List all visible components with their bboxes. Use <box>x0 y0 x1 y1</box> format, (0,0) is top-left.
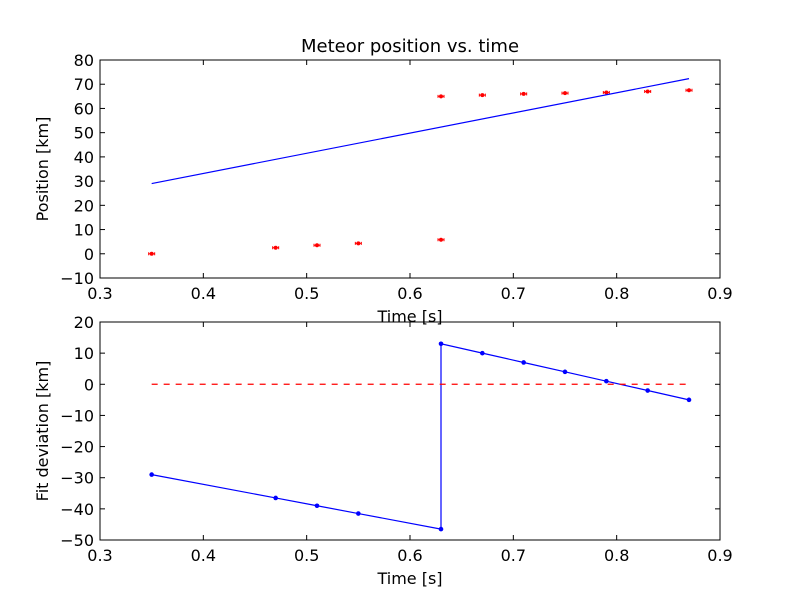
position-marker <box>439 237 443 242</box>
top-x-tick-label: 0.9 <box>707 284 732 303</box>
position-marker <box>480 93 485 98</box>
bottom-plot-area <box>149 341 692 532</box>
bottom-y-tick-label: −30 <box>60 469 94 488</box>
bottom-x-tick-label: 0.4 <box>191 546 216 565</box>
top-x-tick-label: 0.4 <box>191 284 216 303</box>
position-marker <box>149 251 154 256</box>
position-point <box>148 251 156 256</box>
deviation-point <box>356 511 361 516</box>
bottom-x-tick-label: 0.9 <box>707 546 732 565</box>
top-y-tick-label: 20 <box>74 196 94 215</box>
bottom-x-tick-label: 0.6 <box>397 546 422 565</box>
bottom-x-tick-label: 0.3 <box>87 546 112 565</box>
top-x-tick-label: 0.3 <box>87 284 112 303</box>
position-point <box>520 91 528 96</box>
top-x-tick-label: 0.7 <box>501 284 526 303</box>
deviation-line <box>151 343 690 530</box>
bottom-y-tick-label: −40 <box>60 500 94 519</box>
top-y-axis-label: Position [km] <box>33 117 52 222</box>
deviation-point <box>438 341 444 347</box>
bottom-y-axis-label: Fit deviation [km] <box>33 361 52 502</box>
position-marker <box>521 91 526 96</box>
deviation-point <box>438 526 444 532</box>
top-y-tick-label: 80 <box>74 51 94 70</box>
position-point <box>644 89 652 94</box>
top-panel: Meteor position vs. time 0.3 0.4 0.5 0.6 0.7… <box>33 36 733 326</box>
top-y-tick-label: 50 <box>74 124 94 143</box>
top-x-tick-label: 0.6 <box>397 284 422 303</box>
position-marker <box>687 88 691 93</box>
position-marker <box>315 243 319 248</box>
top-chart-title: Meteor position vs. time <box>301 36 519 57</box>
position-point <box>354 241 362 246</box>
top-y-tick-label: 70 <box>74 75 94 94</box>
deviation-point <box>645 388 650 393</box>
position-point <box>561 91 569 96</box>
deviation-point <box>149 472 154 477</box>
position-point <box>272 245 280 250</box>
position-point <box>602 90 610 95</box>
top-y-tick-label: 10 <box>74 221 94 240</box>
deviation-point <box>480 350 485 356</box>
position-point <box>437 237 445 242</box>
top-x-tick-label: 0.5 <box>294 284 319 303</box>
top-x-ticks: 0.3 0.4 0.5 0.6 0.7 0.8 0.9 <box>87 60 733 303</box>
top-x-tick-label: 0.8 <box>604 284 629 303</box>
deviation-point <box>604 378 609 384</box>
position-point <box>478 93 486 98</box>
top-y-tick-label: 60 <box>74 99 94 118</box>
top-y-tick-label: 30 <box>74 172 94 191</box>
position-point <box>437 94 445 99</box>
top-x-axis-label: Time [s] <box>376 307 442 326</box>
bottom-y-tick-label: −50 <box>60 531 94 550</box>
bottom-y-tick-label: 0 <box>84 375 94 394</box>
bottom-x-tick-label: 0.5 <box>294 546 319 565</box>
position-marker <box>563 91 567 96</box>
top-y-ticks: −10 0 10 20 30 40 50 60 70 80 <box>60 51 720 288</box>
position-marker <box>356 241 361 246</box>
top-y-tick-label: −10 <box>60 269 94 288</box>
bottom-y-tick-label: −20 <box>60 438 94 457</box>
bottom-x-tick-label: 0.7 <box>501 546 526 565</box>
bottom-x-ticks: 0.3 0.4 0.5 0.6 0.7 0.8 0.9 <box>87 322 733 565</box>
fit-line <box>151 78 690 185</box>
position-marker <box>439 94 443 99</box>
top-plot-area <box>148 78 693 256</box>
bottom-y-tick-label: 20 <box>74 313 94 332</box>
position-marker <box>604 90 609 95</box>
position-point <box>313 243 321 248</box>
top-y-tick-label: 0 <box>84 245 94 264</box>
deviation-point <box>562 369 568 375</box>
deviation-point <box>314 503 320 509</box>
bottom-y-tick-label: −10 <box>60 406 94 425</box>
position-point <box>685 88 693 93</box>
bottom-x-axis-label: Time [s] <box>376 569 442 588</box>
bottom-y-tick-label: 10 <box>74 344 94 363</box>
deviation-point <box>273 495 278 501</box>
position-marker <box>645 89 650 94</box>
bottom-x-tick-label: 0.8 <box>604 546 629 565</box>
top-y-tick-label: 40 <box>74 148 94 167</box>
deviation-point <box>521 360 526 365</box>
bottom-panel: 0.3 0.4 0.5 0.6 0.7 0.8 0.9 −50 −40 −30 −20 −10 0 10… <box>33 313 733 588</box>
position-marker <box>273 245 278 250</box>
deviation-point <box>686 397 692 403</box>
bottom-y-ticks: −50 −40 −30 −20 −10 0 10 20 <box>60 313 720 550</box>
